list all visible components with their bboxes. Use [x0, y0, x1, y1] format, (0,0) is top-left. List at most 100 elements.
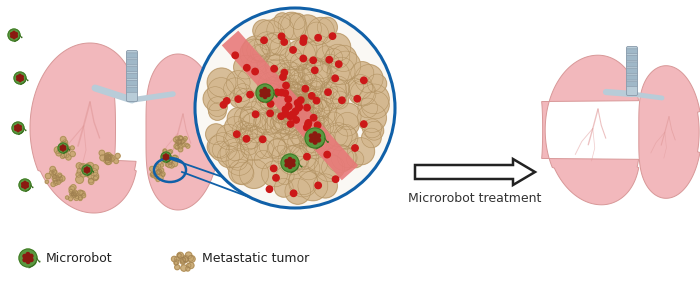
Circle shape — [327, 62, 349, 84]
Circle shape — [304, 90, 322, 108]
Circle shape — [278, 12, 305, 39]
Circle shape — [262, 83, 281, 102]
Circle shape — [159, 168, 164, 173]
Circle shape — [92, 165, 99, 171]
Circle shape — [226, 71, 250, 95]
Circle shape — [179, 136, 183, 141]
Circle shape — [309, 134, 313, 138]
Circle shape — [330, 80, 350, 99]
Circle shape — [365, 121, 384, 140]
Circle shape — [86, 162, 94, 170]
Circle shape — [254, 150, 272, 169]
Circle shape — [269, 77, 295, 103]
Circle shape — [300, 129, 329, 159]
Circle shape — [298, 64, 315, 81]
Circle shape — [57, 147, 64, 154]
Circle shape — [165, 156, 169, 160]
Circle shape — [85, 170, 90, 176]
Circle shape — [289, 68, 317, 96]
Circle shape — [277, 95, 301, 119]
Circle shape — [176, 142, 179, 145]
Circle shape — [307, 18, 334, 44]
Circle shape — [86, 171, 88, 173]
Circle shape — [345, 78, 363, 96]
Circle shape — [307, 98, 330, 121]
Circle shape — [331, 51, 360, 80]
Circle shape — [84, 170, 86, 172]
Circle shape — [64, 148, 66, 150]
Circle shape — [174, 260, 179, 265]
Circle shape — [276, 82, 306, 111]
Circle shape — [81, 193, 85, 198]
Circle shape — [167, 160, 172, 165]
Circle shape — [300, 35, 307, 42]
Circle shape — [298, 157, 320, 180]
Circle shape — [298, 93, 322, 118]
Circle shape — [62, 140, 68, 145]
Circle shape — [108, 155, 115, 162]
Circle shape — [284, 97, 307, 120]
Circle shape — [71, 193, 75, 196]
Circle shape — [167, 150, 172, 155]
Circle shape — [207, 136, 229, 158]
Circle shape — [19, 249, 37, 267]
Circle shape — [267, 93, 270, 97]
Circle shape — [243, 136, 250, 142]
Circle shape — [156, 178, 160, 181]
Circle shape — [273, 175, 279, 181]
Circle shape — [153, 173, 157, 176]
Circle shape — [237, 67, 267, 96]
Circle shape — [46, 180, 48, 183]
Circle shape — [274, 76, 290, 92]
Circle shape — [66, 155, 71, 160]
Circle shape — [289, 102, 316, 130]
Circle shape — [183, 257, 189, 262]
Circle shape — [164, 153, 170, 158]
Circle shape — [360, 77, 367, 83]
Circle shape — [237, 122, 253, 138]
Circle shape — [183, 256, 189, 262]
Circle shape — [175, 265, 180, 270]
Circle shape — [183, 136, 188, 140]
Circle shape — [256, 84, 274, 102]
Circle shape — [19, 126, 21, 128]
Circle shape — [272, 145, 290, 164]
Circle shape — [255, 20, 285, 50]
Circle shape — [304, 124, 310, 131]
Circle shape — [286, 101, 303, 118]
Circle shape — [181, 258, 186, 262]
Circle shape — [157, 169, 161, 173]
Circle shape — [85, 168, 91, 175]
Circle shape — [239, 159, 269, 188]
Circle shape — [298, 74, 323, 100]
Circle shape — [174, 144, 179, 149]
Circle shape — [272, 97, 289, 114]
Circle shape — [74, 193, 76, 196]
Circle shape — [54, 147, 61, 153]
Circle shape — [290, 143, 316, 170]
Circle shape — [276, 166, 294, 185]
Circle shape — [335, 61, 342, 67]
Circle shape — [307, 57, 323, 74]
Circle shape — [106, 158, 112, 164]
FancyBboxPatch shape — [626, 62, 638, 67]
Circle shape — [161, 152, 171, 162]
Circle shape — [106, 155, 110, 160]
Circle shape — [298, 95, 320, 117]
Circle shape — [50, 170, 54, 175]
Circle shape — [292, 145, 318, 172]
Circle shape — [175, 145, 179, 149]
Circle shape — [151, 174, 155, 177]
Circle shape — [10, 33, 13, 35]
Circle shape — [172, 160, 178, 167]
Circle shape — [298, 97, 304, 103]
Circle shape — [276, 104, 297, 125]
Circle shape — [305, 80, 322, 97]
Circle shape — [60, 146, 62, 148]
Circle shape — [321, 82, 337, 99]
Circle shape — [288, 165, 292, 168]
Circle shape — [164, 156, 169, 160]
Circle shape — [334, 124, 356, 147]
Circle shape — [255, 108, 276, 130]
Circle shape — [216, 125, 242, 150]
